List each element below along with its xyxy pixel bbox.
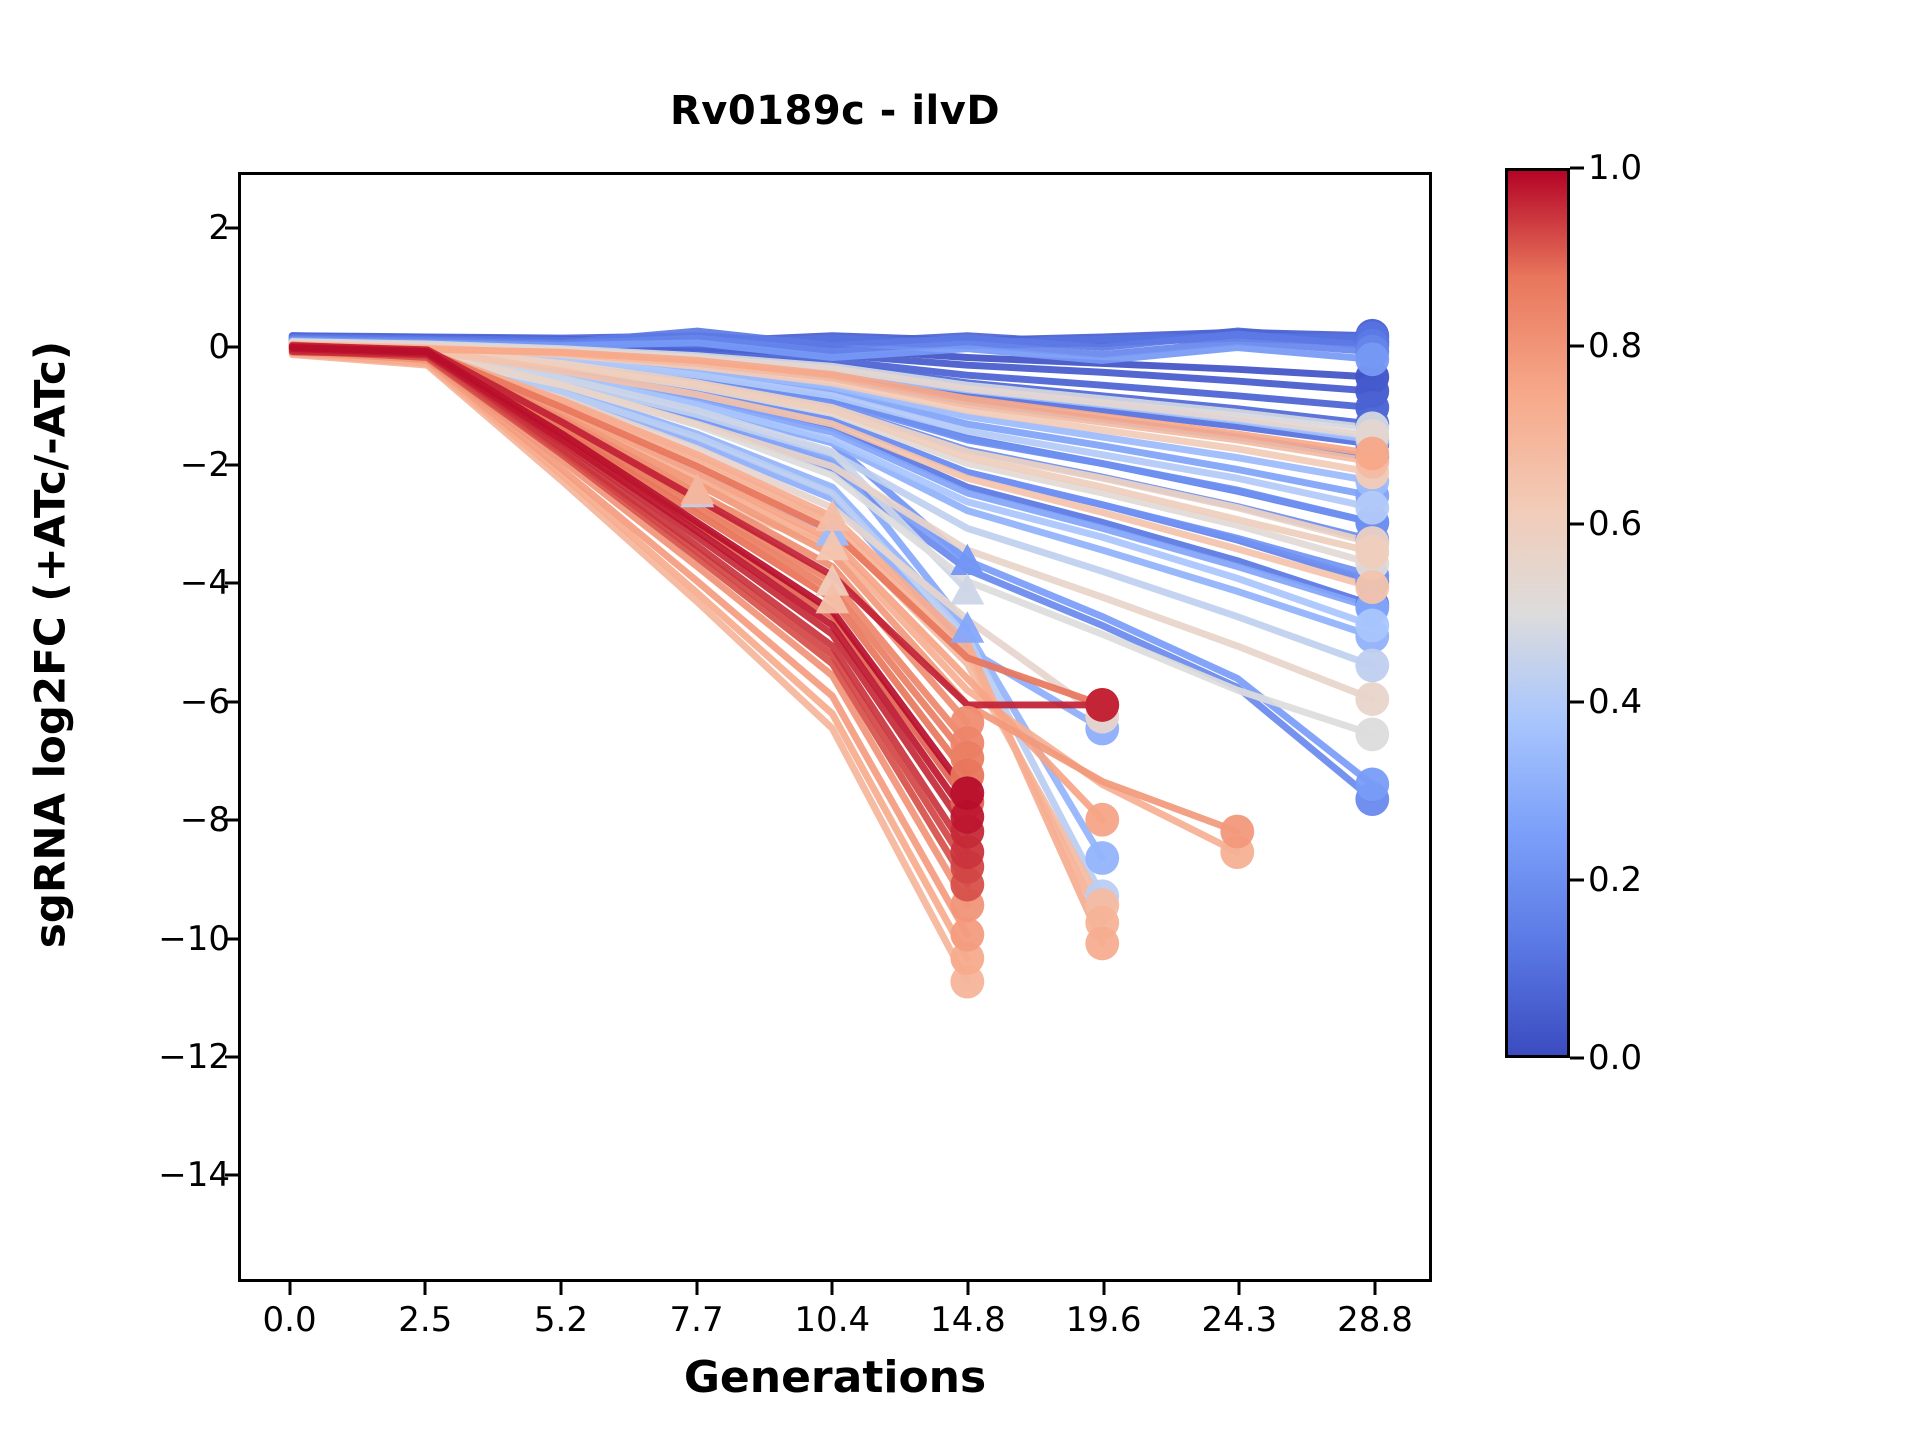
series-lines bbox=[288, 318, 1390, 999]
x-tick-mark bbox=[288, 1282, 292, 1295]
series-endpoint-circle-icon bbox=[1355, 608, 1390, 643]
colorbar-tick-label: 1.0 bbox=[1588, 148, 1643, 188]
series-endpoint-triangle-icon bbox=[950, 611, 985, 643]
colorbar-tick-label: 0.4 bbox=[1588, 682, 1643, 722]
colorbar-tick-label: 0.2 bbox=[1588, 860, 1643, 900]
series-endpoint-circle-icon bbox=[1085, 926, 1120, 961]
x-tick-label: 10.4 bbox=[794, 1300, 871, 1340]
y-tick-label: 2 bbox=[208, 208, 230, 249]
series-endpoint-circle-icon bbox=[1355, 436, 1390, 471]
x-tick-mark bbox=[423, 1282, 427, 1295]
y-tick-mark bbox=[225, 1173, 238, 1177]
colorbar-tick-label: 0.0 bbox=[1588, 1038, 1643, 1078]
x-tick-label: 7.7 bbox=[669, 1300, 724, 1340]
x-tick-label: 14.8 bbox=[930, 1300, 1006, 1340]
x-tick-label: 24.3 bbox=[1201, 1300, 1278, 1340]
series-endpoint-triangle-icon bbox=[815, 529, 850, 561]
x-tick-mark bbox=[966, 1282, 970, 1295]
series-line bbox=[288, 342, 1376, 457]
colorbar-tick-mark bbox=[1570, 878, 1584, 882]
plot-area bbox=[238, 172, 1432, 1282]
series-endpoint-triangle-icon bbox=[950, 543, 985, 576]
x-tick-label: 0.0 bbox=[262, 1300, 317, 1340]
x-tick-label: 5.2 bbox=[533, 1300, 588, 1340]
series-line bbox=[288, 341, 1376, 703]
colorbar-tick-mark bbox=[1570, 522, 1584, 526]
y-tick-label: −12 bbox=[158, 1037, 230, 1078]
y-tick-label: −4 bbox=[179, 563, 230, 604]
y-tick-label: −8 bbox=[179, 800, 230, 841]
series-endpoint-circle-icon bbox=[1355, 648, 1390, 683]
colorbar-tick-mark bbox=[1570, 344, 1584, 348]
x-tick-label: 28.8 bbox=[1337, 1300, 1413, 1340]
colorbar-tick-mark bbox=[1570, 166, 1584, 170]
series-endpoint-circle-icon bbox=[950, 964, 985, 999]
y-tick-mark bbox=[225, 1055, 238, 1059]
series-line bbox=[288, 341, 1376, 591]
colorbar-tick-label: 0.6 bbox=[1588, 504, 1643, 544]
series-endpoint-circle-icon bbox=[1355, 682, 1390, 716]
x-tick-mark bbox=[695, 1282, 699, 1295]
x-tick-label: 2.5 bbox=[398, 1300, 453, 1340]
series-endpoint-circle-icon bbox=[1085, 802, 1120, 837]
series-endpoint-circle-icon bbox=[1355, 342, 1390, 377]
x-tick-mark bbox=[830, 1282, 834, 1295]
colorbar-tick-label: 0.8 bbox=[1588, 326, 1643, 366]
colorbar-tick-mark bbox=[1570, 1056, 1584, 1060]
x-tick-mark bbox=[1373, 1282, 1377, 1295]
y-tick-label: −2 bbox=[179, 445, 230, 486]
colorbar-tick-mark bbox=[1570, 700, 1584, 704]
series-endpoint-circle-icon bbox=[950, 917, 985, 952]
series-endpoint-circle-icon bbox=[950, 941, 985, 976]
series-endpoint-circle-icon bbox=[1355, 490, 1390, 525]
y-tick-label: −6 bbox=[179, 681, 230, 722]
series-endpoint-circle-icon bbox=[1355, 717, 1390, 752]
y-axis-label-wrap: sgRNA log2FC (+ATc/-ATc) bbox=[0, 0, 130, 1440]
colorbar[interactable] bbox=[1505, 168, 1570, 1058]
series-endpoint-circle-icon bbox=[950, 799, 985, 834]
x-tick-mark bbox=[1102, 1282, 1106, 1295]
series-endpoint-triangle-icon bbox=[815, 564, 850, 596]
y-tick-mark bbox=[225, 818, 238, 822]
series-endpoint-circle-icon bbox=[1085, 841, 1120, 875]
series-endpoint-circle-icon bbox=[1355, 767, 1390, 802]
y-tick-label: −10 bbox=[158, 918, 230, 959]
series-endpoint-circle-icon bbox=[1085, 688, 1120, 722]
y-tick-label: 0 bbox=[208, 326, 230, 367]
x-tick-mark bbox=[1237, 1282, 1241, 1295]
y-tick-label: −14 bbox=[158, 1155, 230, 1196]
series-line bbox=[288, 344, 971, 797]
series-endpoint-triangle-icon bbox=[815, 499, 850, 531]
x-axis-label: Generations bbox=[683, 1352, 987, 1403]
series-endpoint-circle-icon bbox=[1355, 570, 1390, 605]
x-tick-label: 19.6 bbox=[1065, 1300, 1142, 1340]
y-tick-mark bbox=[225, 345, 238, 349]
series-endpoint-circle-icon bbox=[1220, 814, 1255, 849]
series-endpoint-triangle-icon bbox=[815, 581, 850, 614]
y-axis-label: sgRNA log2FC (+ATc/-ATc) bbox=[25, 340, 75, 949]
x-tick-mark bbox=[559, 1282, 563, 1295]
series-endpoint-triangle-icon bbox=[680, 473, 715, 505]
page-title: Rv0189c - ilvD bbox=[669, 88, 1001, 134]
y-tick-mark bbox=[225, 226, 238, 230]
series-endpoint-circle-icon bbox=[950, 776, 985, 811]
y-tick-mark bbox=[225, 581, 238, 585]
y-tick-mark bbox=[225, 700, 238, 704]
y-tick-mark bbox=[225, 463, 238, 467]
y-tick-mark bbox=[225, 937, 238, 941]
series-endpoint-circle-icon bbox=[1355, 534, 1390, 569]
series-endpoint-triangle-icon bbox=[950, 573, 985, 605]
